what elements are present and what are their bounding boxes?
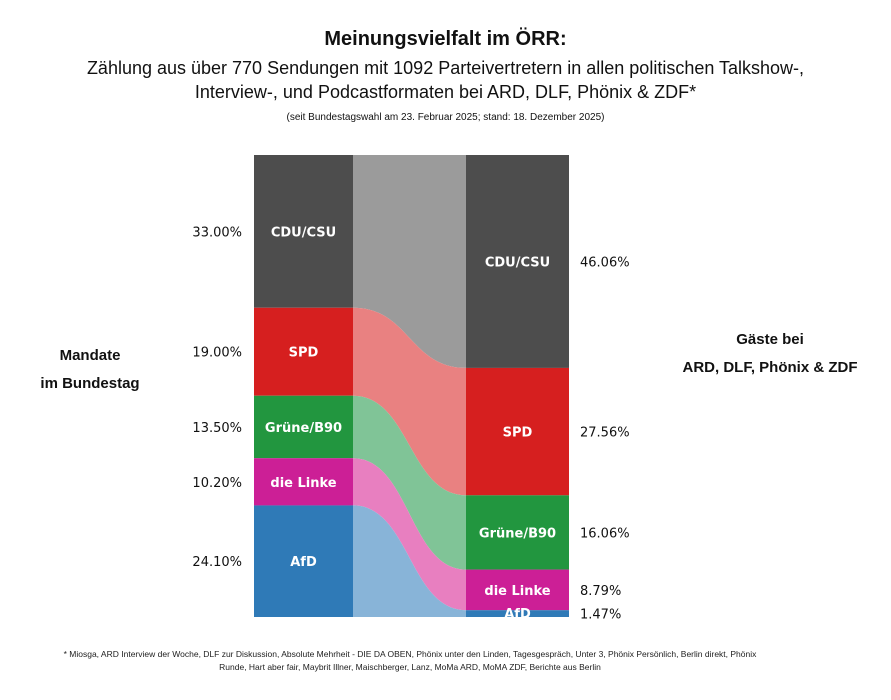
right-bar-label: CDU/CSU <box>485 255 550 270</box>
left-bar-label: die Linke <box>270 476 336 491</box>
right-value-label: 8.79% <box>580 584 621 599</box>
chart-title: Meinungsvielfalt im ÖRR: <box>324 28 567 50</box>
right-bar-label: SPD <box>503 426 533 441</box>
left-axis-label-line2: im Bundestag <box>40 375 140 392</box>
left-bar-die-linke <box>254 458 353 506</box>
right-bar-spd <box>466 367 569 496</box>
flow-link-spd <box>353 307 466 496</box>
right-bar-label: Grüne/B90 <box>479 526 556 541</box>
left-bar-gr-ne-b90 <box>254 395 353 459</box>
right-bar-label: die Linke <box>484 584 550 599</box>
right-axis-label-line1: Gäste bei <box>736 331 804 348</box>
left-value-label: 13.50% <box>192 421 242 436</box>
right-value-label: 46.06% <box>580 255 630 270</box>
left-axis-label-line1: Mandate <box>59 347 121 364</box>
right-bar-label: AfD <box>504 607 531 622</box>
right-axis-label: Gäste bei ARD, DLF, Phönix & ZDF <box>680 326 860 382</box>
left-bar-label: CDU/CSU <box>271 225 336 240</box>
flow-link-gr-ne-b90 <box>353 395 466 570</box>
left-axis-label: Mandate im Bundestag <box>20 342 160 398</box>
left-value-label: 19.00% <box>192 346 242 361</box>
left-bar-label: AfD <box>290 555 317 570</box>
left-value-label: 24.10% <box>192 555 242 570</box>
left-bar-spd <box>254 307 353 396</box>
right-bar-cdu-csu <box>466 155 569 368</box>
left-bar-label: Grüne/B90 <box>265 421 342 436</box>
right-value-label: 16.06% <box>580 526 630 541</box>
right-axis-label-line2: ARD, DLF, Phönix & ZDF <box>682 359 858 376</box>
flow-link-die-linke <box>353 458 466 611</box>
left-value-label: 10.20% <box>192 476 242 491</box>
chart-subtitle-line2: Interview-, und Podcastformaten bei ARD,… <box>194 82 697 102</box>
chart-subtitle-note: (seit Bundestagswahl am 23. Februar 2025… <box>286 112 605 123</box>
right-bar-die-linke <box>466 569 569 611</box>
right-value-label: 27.56% <box>580 426 630 441</box>
left-bar-cdu-csu <box>254 155 353 308</box>
left-value-label: 33.00% <box>192 225 242 240</box>
right-bar-gr-ne-b90 <box>466 495 569 570</box>
flow-link-cdu-csu <box>353 155 466 368</box>
chart-subtitle-line1: Zählung aus über 770 Sendungen mit 1092 … <box>86 58 805 78</box>
left-bar-afd <box>254 505 353 617</box>
left-bar-label: SPD <box>289 346 319 361</box>
footnote: * Miosga, ARD Interview der Woche, DLF z… <box>63 649 757 672</box>
right-bar-afd <box>466 610 569 617</box>
flow-link-afd <box>353 505 466 617</box>
right-value-label: 1.47% <box>580 608 621 623</box>
